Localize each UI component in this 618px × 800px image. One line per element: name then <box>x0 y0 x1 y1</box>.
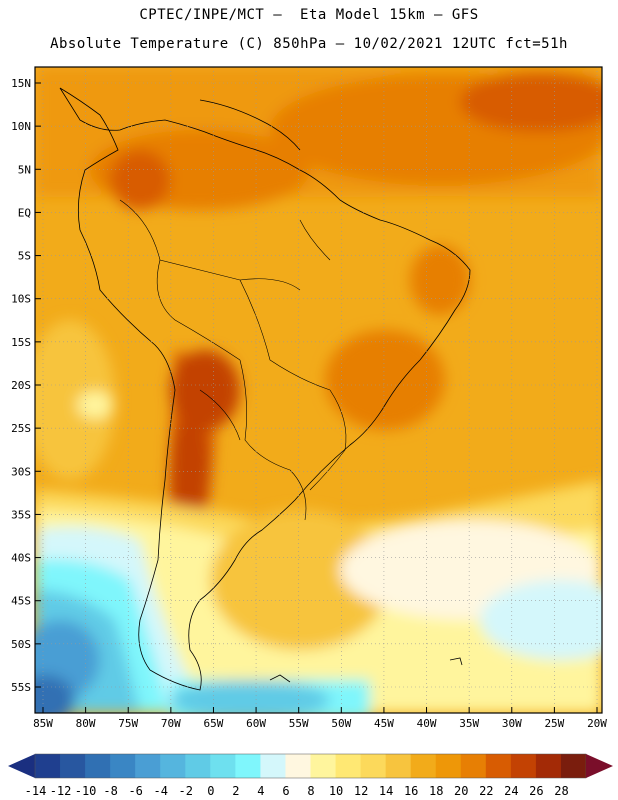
lat-label: 10N <box>11 120 31 133</box>
colorbar-swatch <box>310 754 337 778</box>
lat-label: 55S <box>11 681 31 694</box>
lon-label: 85W <box>33 717 53 730</box>
lon-label: 75W <box>118 717 138 730</box>
lon-label: 65W <box>204 717 224 730</box>
lat-label: 15N <box>11 77 31 90</box>
lat-label: 35S <box>11 508 31 521</box>
country-borders <box>119 199 347 521</box>
colorbar-label: 0 <box>207 784 214 798</box>
colorbar-label: -2 <box>179 784 193 798</box>
lat-label: 15S <box>11 336 31 349</box>
lon-label: 50W <box>331 717 351 730</box>
colorbar-label: -14 <box>25 784 47 798</box>
colorbar-swatch <box>60 754 86 778</box>
lon-label: 35W <box>459 717 479 730</box>
colorbar-under-triangle <box>8 754 35 778</box>
colorbar-label: 8 <box>307 784 314 798</box>
colorbar-label: 12 <box>354 784 368 798</box>
colorbar-swatch <box>285 754 311 778</box>
lat-label: 50S <box>11 638 31 651</box>
colorbar-swatch <box>535 754 562 778</box>
colorbar-label: 24 <box>504 784 518 798</box>
colorbar-swatch <box>185 754 211 778</box>
colorbar-swatch <box>135 754 161 778</box>
colorbar-swatch <box>410 754 437 778</box>
lat-label: 5N <box>18 163 31 176</box>
colorbar-over-triangle <box>586 754 613 778</box>
colorbar-swatch <box>510 754 537 778</box>
colorbar-label: 16 <box>404 784 418 798</box>
coastlines <box>59 87 471 691</box>
lat-label: 25S <box>11 422 31 435</box>
graticule <box>35 67 602 713</box>
colorbar-swatch <box>360 754 387 778</box>
colorbar-swatch <box>85 754 111 778</box>
lon-label: 70W <box>161 717 181 730</box>
colorbar-label: 20 <box>454 784 468 798</box>
colorbar-swatch <box>385 754 412 778</box>
colorbar-swatch <box>460 754 487 778</box>
colorbar-label: 2 <box>232 784 239 798</box>
lon-label: 60W <box>246 717 266 730</box>
lat-label: 10S <box>11 293 31 306</box>
colorbar-label: 4 <box>257 784 264 798</box>
colorbar-swatch <box>235 754 261 778</box>
colorbar-label: 10 <box>329 784 343 798</box>
lon-label: 25W <box>544 717 564 730</box>
lat-label: 20S <box>11 379 31 392</box>
colorbar-swatch <box>110 754 136 778</box>
lat-label: EQ <box>18 206 31 219</box>
colorbar-swatch <box>160 754 186 778</box>
lon-label: 40W <box>417 717 437 730</box>
temperature-map: 15N 10N 5N EQ 5S 10S 15S 20S 25S 30S 35S 40S 45S 50S 5… <box>11 66 607 730</box>
field-shading <box>35 67 602 713</box>
colorbar-label: 6 <box>282 784 289 798</box>
lon-label: 80W <box>76 717 96 730</box>
lat-label: 40S <box>11 552 31 565</box>
colorbar-label: 28 <box>554 784 568 798</box>
colorbar-swatch <box>435 754 462 778</box>
lon-label: 20W <box>587 717 607 730</box>
colorbar-swatch <box>485 754 512 778</box>
colorbar-swatch <box>210 754 236 778</box>
lat-label: 5S <box>18 250 31 263</box>
chart-title-line-1: CPTEC/INPE/MCT — Eta Model 15km — GFS <box>139 7 479 23</box>
map-field <box>35 67 602 713</box>
longitude-labels: 85W 80W 75W 70W 65W 60W 55W 50W 45W 40W 35W 30W 25W 2… <box>33 707 607 730</box>
colorbar-label: -12 <box>50 784 72 798</box>
colorbar-swatch <box>260 754 286 778</box>
latitude-labels: 15N 10N 5N EQ 5S 10S 15S 20S 25S 30S 35S 40S 45S 50S 5… <box>11 77 41 694</box>
colorbar-label: -10 <box>75 784 97 798</box>
lat-label: 45S <box>11 595 31 608</box>
colorbar-swatch <box>335 754 362 778</box>
map-frame <box>34 66 603 714</box>
lon-label: 30W <box>502 717 522 730</box>
colorbar-label: -8 <box>103 784 117 798</box>
chart-title-line-2: Absolute Temperature (C) 850hPa — 10/02/… <box>50 36 568 52</box>
colorbar-label: -6 <box>128 784 142 798</box>
lon-label: 45W <box>374 717 394 730</box>
colorbar-label: 14 <box>379 784 393 798</box>
colorbar: -14 -12 -10 -8 -6 -4 -2 0 2 4 6 8 10 12 14 16 18 20 22 24 26… <box>8 753 613 798</box>
colorbar-label: 18 <box>429 784 443 798</box>
colorbar-swatch <box>35 754 61 778</box>
colorbar-label: 22 <box>479 784 493 798</box>
colorbar-labels: -14 -12 -10 -8 -6 -4 -2 0 2 4 6 8 10 12 14 16 18 20 22 24 26… <box>25 784 569 798</box>
colorbar-swatch <box>560 754 587 778</box>
lon-label: 55W <box>289 717 309 730</box>
colorbar-label: 26 <box>529 784 543 798</box>
colorbar-swatches <box>34 753 587 779</box>
lat-label: 30S <box>11 465 31 478</box>
colorbar-label: -4 <box>154 784 168 798</box>
